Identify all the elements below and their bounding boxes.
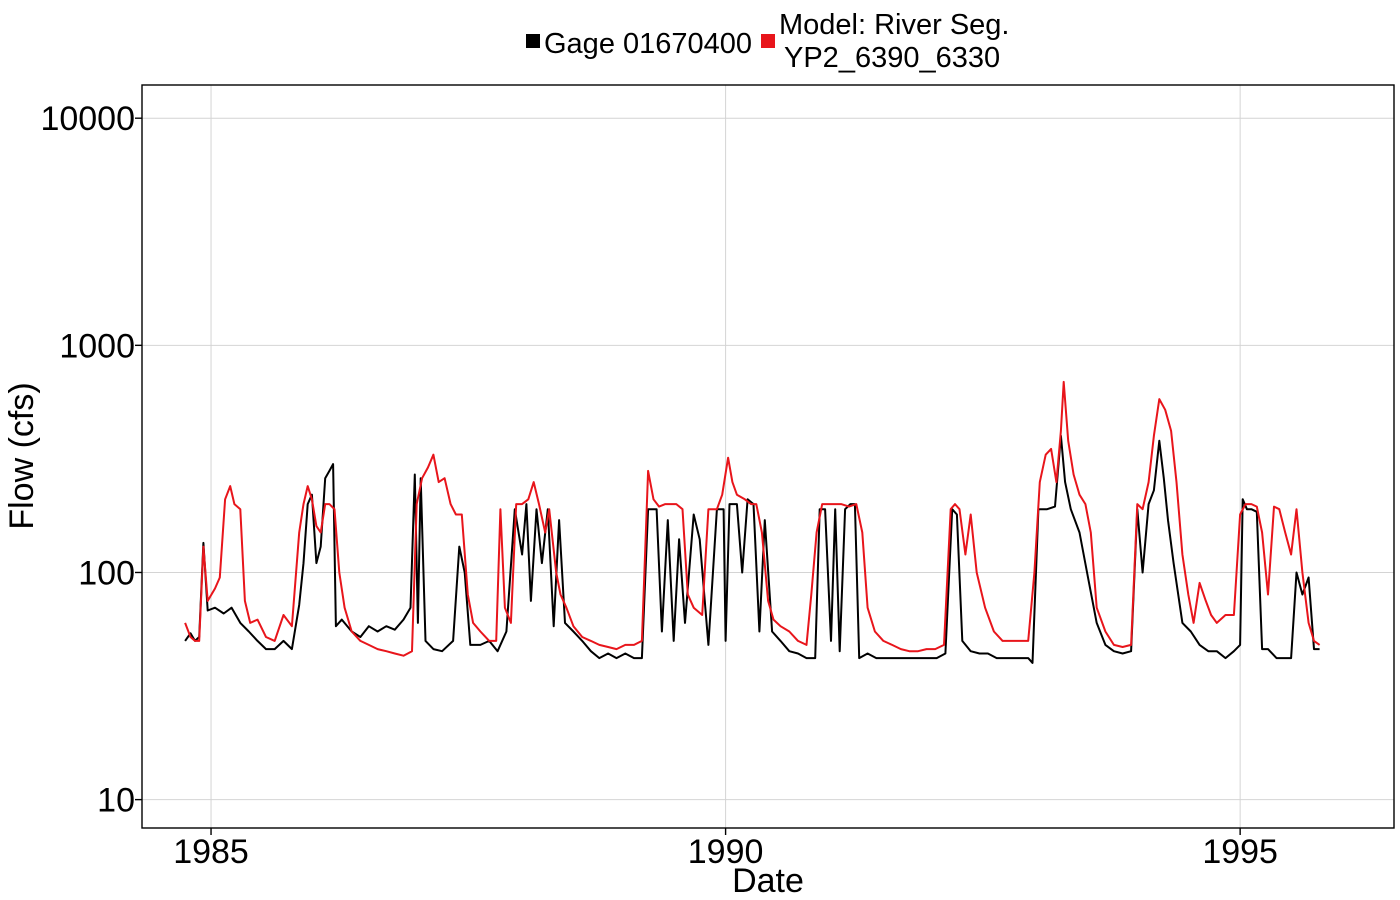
y-tick-label: 100 <box>78 554 135 592</box>
legend-label-gage: Gage 01670400 <box>544 28 752 60</box>
x-axis: 1985 1990 1995 <box>173 828 1278 871</box>
plot-frame <box>141 84 1395 829</box>
x-tick-label: 1985 <box>173 833 249 871</box>
y-axis: 10 100 1000 10000 <box>40 100 142 820</box>
legend-swatch-model <box>761 34 775 48</box>
x-axis-title: Date <box>732 862 804 900</box>
series-line-model <box>184 380 1321 657</box>
y-tick-label: 10000 <box>40 100 135 138</box>
legend-swatch-gage <box>526 34 540 48</box>
y-axis-title: Flow (cfs) <box>3 382 41 529</box>
x-tick-label: 1990 <box>688 833 764 871</box>
y-tick-label: 1000 <box>59 327 135 365</box>
legend-label-model-line1: Model: River Seg. <box>779 9 1010 41</box>
x-tick-label: 1995 <box>1202 833 1278 871</box>
series-line-gage <box>184 434 1320 664</box>
legend: Gage 01670400 Model: River Seg. YP2_6390… <box>526 9 1018 74</box>
y-tick-label: 10 <box>97 782 135 820</box>
legend-label-model-line2: YP2_6390_6330 <box>784 42 1000 74</box>
series-layer <box>184 380 1321 664</box>
legend-label-model: Model: River Seg. YP2_6390_6330 <box>779 9 1018 74</box>
